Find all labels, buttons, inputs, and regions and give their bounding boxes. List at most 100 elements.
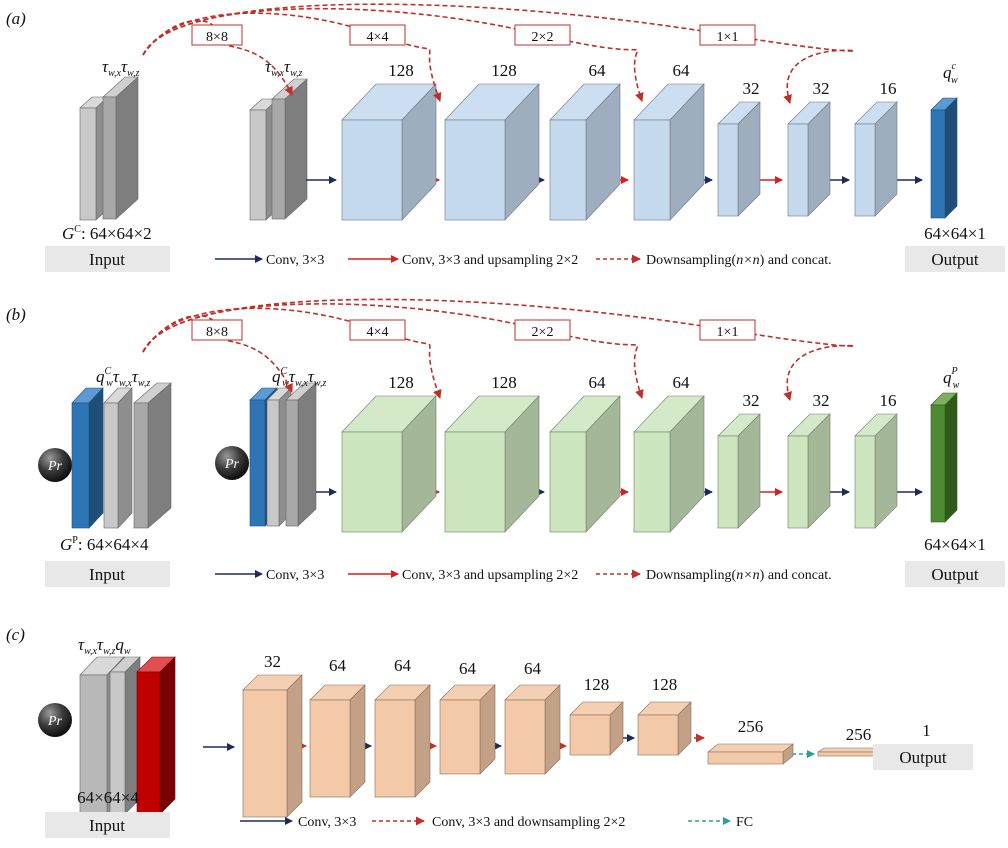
panel-c-block-1 xyxy=(309,684,366,798)
panel_b-block-0 xyxy=(341,395,437,533)
panel-c-input-box-label: Input xyxy=(89,816,125,835)
panel-b-input-slabs xyxy=(71,382,172,529)
legend-conv: Conv, 3×3 xyxy=(266,568,324,583)
panel-a-input-box-label: Input xyxy=(89,250,125,269)
panel-c-block-0 xyxy=(242,674,303,818)
panel-c-output-box xyxy=(873,744,973,770)
panel-c-block-channels-7: 256 xyxy=(738,717,764,736)
panel_b-skip-label-1: 4×4 xyxy=(367,325,389,340)
panel-c-output-box-label: Output xyxy=(899,748,947,767)
panel-c-block-channels-0: 32 xyxy=(264,652,281,671)
panel_a-block-5 xyxy=(787,101,831,217)
panel-b-pr-label-1: Pr xyxy=(47,459,63,474)
panel_b-skip-box-1 xyxy=(349,319,406,341)
panel_a-block-3 xyxy=(633,83,705,221)
panel-c-block-channels-2: 64 xyxy=(394,656,412,675)
panel_a-block-4 xyxy=(717,101,761,217)
panel-b-skip-connections: 8×8 4×4 2×2 1×1 xyxy=(142,298,855,401)
panel_a-block-channels-2: 64 xyxy=(589,61,607,80)
legend-downsampling-concat: Downsampling(n×n) and concat. xyxy=(646,253,832,268)
panel-c-block-channels-6: 128 xyxy=(652,675,678,694)
panel_a-block-1 xyxy=(444,83,540,221)
panel-c-input-size: 64×64×4 xyxy=(77,788,139,807)
panel_b-block-channels-5: 32 xyxy=(813,391,830,410)
panel-b-input-channel-labels: qC wτw,xτw,z xyxy=(96,366,150,389)
panel_b-block-4 xyxy=(717,413,761,529)
panel_a-skip-label-1: 4×4 xyxy=(367,30,389,45)
panel_a-block-channels-4: 32 xyxy=(743,79,760,98)
panel-a-input-slabs xyxy=(79,76,139,221)
panel_a-skip-box-0 xyxy=(191,24,243,46)
panel-a-skip-connections: 8×8 4×4 2×2 1×1 xyxy=(142,3,855,104)
panel_b-block-channels-2: 64 xyxy=(589,373,607,392)
panel-b-output-label: qP w xyxy=(943,366,960,391)
legend-conv: Conv, 3×3 xyxy=(266,253,324,268)
panel-a-input-size: GC: 64×64×2 xyxy=(62,224,152,243)
panel-c-block-4 xyxy=(504,684,561,775)
panel_a-block-channels-6: 16 xyxy=(880,79,897,98)
panel-c-block-channels-9: 1 xyxy=(922,721,931,740)
panel-c-pr-sphere xyxy=(38,703,72,737)
panel_b-block-channels-0: 128 xyxy=(388,373,414,392)
panel-b-concat-slabs xyxy=(249,382,317,527)
panel-a-output-box-label: Output xyxy=(931,250,979,269)
panel_b-block-channels-4: 32 xyxy=(743,391,760,410)
panel_b-block-channels-6: 16 xyxy=(880,391,897,410)
panel-b-output-size: 64×64×1 xyxy=(924,535,986,554)
panel-c-block-channels-8: 256 xyxy=(846,725,872,744)
panel_b-skip-label-3: 1×1 xyxy=(717,325,739,340)
panel-a: (a) τw,xτw,z GC: 64×64×2 Input τw,xτw,z … xyxy=(6,3,1005,272)
panel_a-block-2 xyxy=(549,83,621,221)
panel_b-skip-label-0: 8×8 xyxy=(206,325,228,340)
panel-c-block-channels-3: 64 xyxy=(459,659,477,678)
panel-b-pr-sphere-2 xyxy=(215,446,249,480)
panel-c-input-slabs xyxy=(79,656,176,817)
panel_a-skip-box-2 xyxy=(514,24,571,46)
panel-a-output-box xyxy=(905,246,1005,272)
panel-c-pr-label: Pr xyxy=(47,714,63,729)
panel-a-input-box xyxy=(45,246,170,272)
panel-b-pr-sphere-1 xyxy=(38,448,72,482)
panel_a-block-channels-5: 32 xyxy=(813,79,830,98)
panel-b-pr-label-2: Pr xyxy=(224,457,240,472)
panel-b-concat-channel-labels: qC wτw,xτw,z xyxy=(272,366,326,389)
panel_b-block-6 xyxy=(854,413,898,529)
panel_a-block-channels-1: 128 xyxy=(491,61,517,80)
panel-c-tag: (c) xyxy=(6,625,25,644)
panel_a-block-channels-3: 64 xyxy=(673,61,691,80)
panel-c-block-2 xyxy=(374,684,431,798)
panel_b-skip-arc-3 xyxy=(142,298,855,401)
panel_a-skip-arc-3 xyxy=(142,3,855,104)
panel_b-block-1 xyxy=(444,395,540,533)
panel_b-skip-box-2 xyxy=(514,319,571,341)
panel_b-skip-box-0 xyxy=(191,319,243,341)
panel-a-legend: Conv, 3×3 Conv, 3×3 and upsampling 2×2 D… xyxy=(215,253,832,268)
panel-c-block-channels-4: 64 xyxy=(524,659,542,678)
panel-c-input-box xyxy=(45,812,170,838)
panel_b-skip-box-3 xyxy=(699,319,756,341)
panel-c-block-channels-1: 64 xyxy=(329,656,347,675)
panel-c: (c) Pr τw,xτw,zqw 64×64×4 Input 32 64 64 64… xyxy=(6,625,973,838)
panel-c-input-channel-labels: τw,xτw,zqw xyxy=(78,635,131,657)
panel_b-block-channels-3: 64 xyxy=(673,373,691,392)
panel_a-skip-label-0: 8×8 xyxy=(206,30,228,45)
panel_b-skip-label-2: 2×2 xyxy=(532,325,554,340)
panel-a-tag: (a) xyxy=(6,9,26,28)
panel_b-block-5 xyxy=(787,413,831,529)
panel-c-legend: Conv, 3×3 Conv, 3×3 and downsampling 2×2… xyxy=(240,815,753,830)
panel_a-skip-label-3: 1×1 xyxy=(717,30,739,45)
panel_a-block-0 xyxy=(341,83,437,221)
legend-downsampling-concat: Downsampling(n×n) and concat. xyxy=(646,568,832,583)
panel_a-skip-label-2: 2×2 xyxy=(532,30,554,45)
panel-b-tag: (b) xyxy=(6,305,26,324)
panel_b-block-2 xyxy=(549,395,621,533)
panel-a-concat-slabs xyxy=(249,78,308,221)
panel-b-input-box-label: Input xyxy=(89,565,125,584)
legend-conv-downsampling: Conv, 3×3 and downsampling 2×2 xyxy=(432,815,625,830)
panel-c-blocks: 32 64 64 64 64 128 128 256 256 1 xyxy=(242,652,931,818)
panel-a-input-channel-labels: τw,xτw,z xyxy=(102,57,139,79)
panel_a-skip-box-3 xyxy=(699,24,756,46)
panel-c-block-7 xyxy=(707,743,794,765)
panel_a-block-6 xyxy=(854,101,898,217)
panel-c-block-5 xyxy=(569,701,624,756)
